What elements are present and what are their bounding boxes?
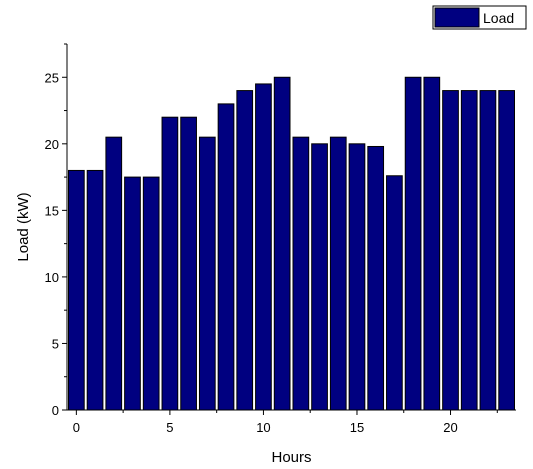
bar-hour-6 xyxy=(180,116,197,411)
bar-hour-14 xyxy=(329,136,347,411)
legend-label: Load xyxy=(483,10,514,26)
legend: Load xyxy=(432,5,527,30)
y-tick-label: 0 xyxy=(52,403,59,418)
bar-hour-5 xyxy=(161,116,179,411)
y-tick-label: 15 xyxy=(45,203,59,218)
y-tick-label: 25 xyxy=(45,70,59,85)
x-tick-label: 0 xyxy=(73,420,80,435)
bar-hour-21 xyxy=(460,90,478,411)
bar-hour-12 xyxy=(292,136,310,411)
bar-hour-23 xyxy=(498,90,516,411)
bar-hour-3 xyxy=(124,176,141,411)
bar-hour-22 xyxy=(479,90,497,411)
x-tick-label: 20 xyxy=(443,420,457,435)
bar-hour-19 xyxy=(423,76,441,411)
axes-group: 0 5 10 15 20 25 0 5 10 15 20 xyxy=(45,43,516,435)
y-tick-label: 20 xyxy=(45,137,59,152)
bars-group xyxy=(68,76,516,411)
bar-hour-10 xyxy=(255,83,272,411)
bar-hour-4 xyxy=(142,176,160,411)
bar-hour-17 xyxy=(386,175,403,411)
y-tick-label: 5 xyxy=(52,336,59,351)
bar-hour-16 xyxy=(367,145,385,411)
y-axis-title: Load (kW) xyxy=(15,192,32,261)
bar-hour-8 xyxy=(217,103,235,411)
y-tick-label: 10 xyxy=(45,270,59,285)
x-tick-label: 5 xyxy=(166,420,173,435)
bar-hour-0 xyxy=(68,169,85,411)
x-tick-label: 15 xyxy=(350,420,364,435)
bar-hour-20 xyxy=(442,90,459,411)
x-axis-title: Hours xyxy=(271,449,311,466)
bar-hour-11 xyxy=(273,76,291,411)
bar-hour-7 xyxy=(198,136,216,411)
bar-hour-18 xyxy=(404,76,422,411)
bar-hour-2 xyxy=(105,136,123,411)
bar-hour-13 xyxy=(311,143,328,411)
legend-swatch xyxy=(434,7,480,28)
bar-hour-9 xyxy=(236,90,254,411)
x-tick-label: 10 xyxy=(256,420,270,435)
bar-hour-15 xyxy=(348,143,366,411)
bar-hour-1 xyxy=(86,169,104,411)
